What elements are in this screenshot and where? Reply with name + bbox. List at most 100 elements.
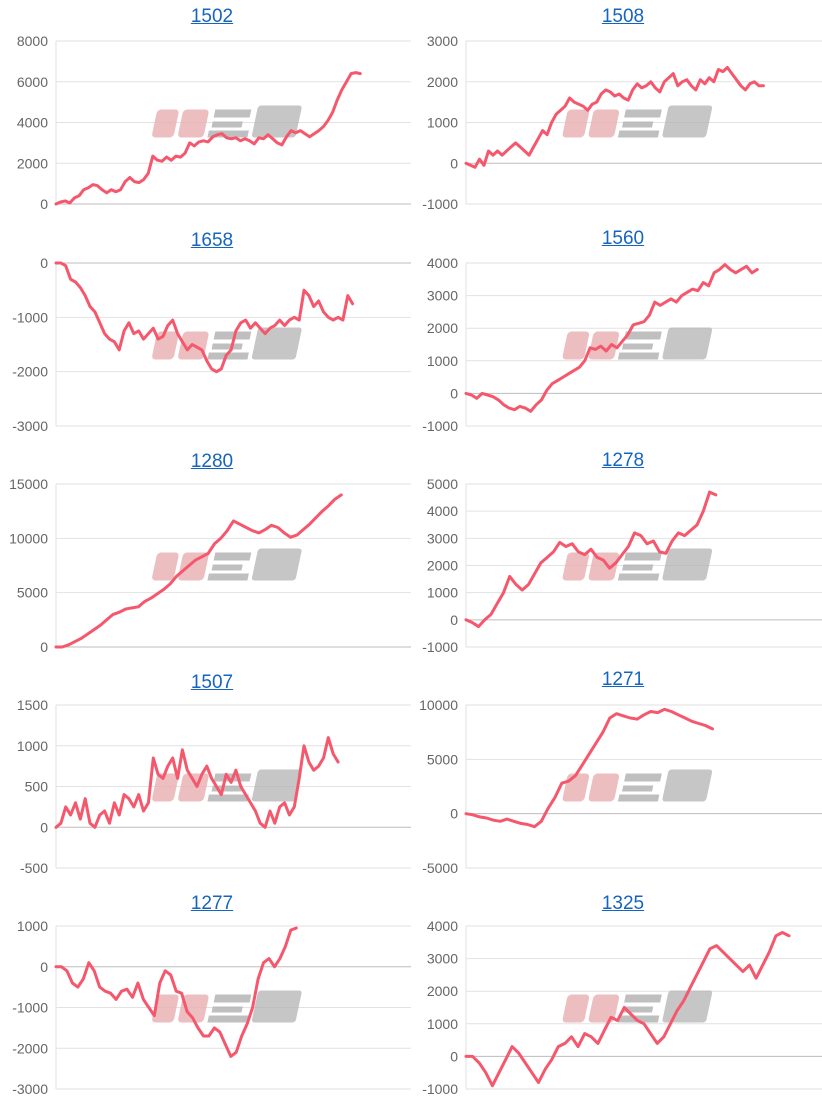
chart-title-link[interactable]: 1271 (601, 669, 645, 690)
watermark-mark (624, 773, 662, 782)
watermark-mark (251, 548, 302, 581)
series-line (54, 71, 362, 206)
watermark-logo (152, 105, 302, 138)
watermark-mark (617, 352, 660, 360)
y-tick-label: 1000 (17, 738, 48, 754)
chart-title-link[interactable]: 1508 (601, 6, 645, 27)
watermark-logo (152, 990, 302, 1023)
y-tick-label: 0 (450, 1048, 458, 1064)
y-tick-label: 10000 (419, 697, 458, 713)
watermark-mark (662, 769, 713, 802)
watermark-logo (562, 105, 713, 138)
watermark-mark (662, 105, 713, 138)
watermark-mark (178, 109, 209, 138)
watermark-mark (588, 331, 620, 360)
y-tick-label: 500 (25, 779, 49, 795)
y-tick-label: 1000 (17, 918, 48, 934)
watermark-mark (624, 109, 662, 118)
y-tick-label: 8000 (17, 33, 48, 49)
y-tick-label: -3000 (12, 418, 48, 434)
watermark-mark (251, 769, 302, 802)
watermark-mark (588, 552, 620, 581)
watermark-mark (622, 343, 654, 350)
series-line (54, 493, 343, 649)
y-tick-label: 15000 (9, 476, 48, 492)
watermark-mark (562, 994, 590, 1023)
series-line (464, 931, 791, 1088)
line-chart-1277: -3000 -2000 -1000 0 1000 (12, 918, 411, 1097)
y-tick-label: 1000 (427, 1016, 458, 1032)
chart-title-link[interactable]: 1325 (601, 893, 645, 914)
y-tick-label: 0 (40, 255, 48, 271)
y-tick-label: 1000 (427, 585, 458, 601)
y-tick-label: 5000 (427, 476, 458, 492)
watermark-mark (622, 564, 654, 571)
y-tick-label: 3000 (427, 33, 458, 49)
watermark-mark (662, 548, 713, 581)
chart-title-link[interactable]: 1277 (190, 893, 234, 914)
y-tick-label: -1000 (12, 309, 48, 325)
y-tick-label: 4000 (427, 918, 458, 934)
y-tick-label: 0 (450, 612, 458, 628)
chart-title-link[interactable]: 1658 (190, 230, 234, 251)
y-tick-label: -1000 (422, 196, 458, 212)
y-tick-label: 0 (450, 806, 458, 822)
watermark-mark (588, 109, 620, 138)
y-tick-label: 0 (40, 196, 48, 212)
watermark-logo (562, 769, 713, 802)
watermark-mark (622, 121, 654, 128)
watermark-mark (152, 994, 179, 1023)
watermark-mark (251, 990, 302, 1023)
y-tick-label: -1000 (422, 1081, 458, 1097)
watermark-mark (207, 352, 249, 360)
y-tick-label: 1000 (427, 353, 458, 369)
y-tick-label: 5000 (427, 751, 458, 767)
watermark-logo (562, 548, 713, 581)
line-chart-1507: -500 0 500 1000 1500 (17, 697, 411, 876)
y-tick-label: 0 (450, 385, 458, 401)
chart-title-link[interactable]: 1502 (190, 6, 234, 27)
chart-title-link[interactable]: 1280 (190, 451, 234, 472)
series-line (464, 707, 714, 829)
y-tick-label: 4000 (427, 503, 458, 519)
watermark-mark (662, 327, 713, 360)
line-chart-1658: -3000 -2000 -1000 0 (12, 255, 411, 434)
y-tick-label: 0 (40, 639, 48, 655)
watermark-mark (617, 794, 660, 802)
watermark-logo (562, 327, 713, 360)
watermark-mark (251, 327, 302, 360)
watermark-mark (617, 1015, 660, 1023)
y-tick-label: 10000 (9, 530, 48, 546)
watermark-mark (624, 552, 662, 561)
y-tick-label: 3000 (427, 530, 458, 546)
y-tick-label: 3000 (427, 951, 458, 967)
chart-title-link[interactable]: 1507 (190, 672, 234, 693)
watermark-mark (588, 994, 620, 1023)
y-tick-label: 1500 (17, 697, 48, 713)
y-tick-label: 3000 (427, 288, 458, 304)
watermark-mark (207, 794, 249, 802)
y-tick-label: 5000 (17, 585, 48, 601)
y-tick-label: -5000 (422, 860, 458, 876)
y-tick-label: 2000 (427, 983, 458, 999)
y-tick-label: -1000 (422, 639, 458, 655)
watermark-mark (213, 552, 252, 561)
watermark-mark (562, 773, 590, 802)
watermark-mark (211, 1006, 243, 1013)
line-chart-1278: -1000 0 1000 2000 3000 4000 5000 (422, 476, 822, 655)
watermark-mark (251, 105, 302, 138)
chart-title-link[interactable]: 1560 (601, 228, 645, 249)
y-tick-label: 6000 (17, 74, 48, 90)
line-chart-1271: -5000 0 5000 10000 (419, 697, 822, 876)
watermark-mark (624, 994, 662, 1003)
y-tick-label: 0 (40, 819, 48, 835)
watermark-mark (207, 1015, 249, 1023)
line-chart-1508: -1000 0 1000 2000 3000 (422, 33, 822, 212)
watermark-mark (152, 552, 179, 581)
watermark-mark (213, 994, 252, 1003)
watermark-mark (211, 564, 243, 571)
watermark-mark (622, 785, 654, 792)
line-chart-1560: -1000 0 1000 2000 3000 4000 (422, 255, 822, 434)
chart-title-link[interactable]: 1278 (601, 450, 645, 471)
